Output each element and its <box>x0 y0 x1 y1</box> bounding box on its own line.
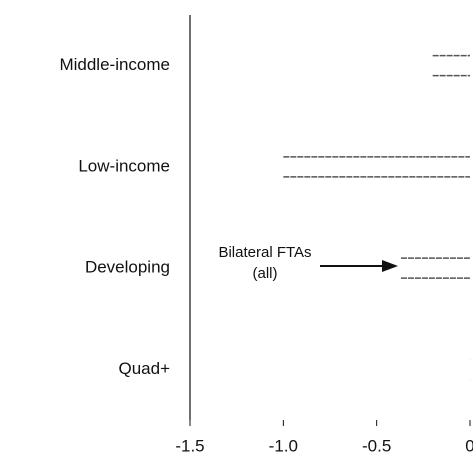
annotation-arrowhead <box>382 260 398 272</box>
y-tick-label: Developing <box>85 258 170 277</box>
y-tick-label: Middle-income <box>59 55 170 74</box>
x-tick-label: 0 <box>465 436 473 455</box>
x-tick-label: -0.5 <box>362 436 391 455</box>
annotation: (all) <box>253 265 278 282</box>
x-tick-label: -1.5 <box>175 436 204 455</box>
x-tick-label: -1.0 <box>269 436 298 455</box>
annotation: Bilateral FTAs <box>218 244 311 261</box>
y-tick-label: Quad+ <box>118 359 170 378</box>
y-tick-label: Low-income <box>78 156 170 175</box>
